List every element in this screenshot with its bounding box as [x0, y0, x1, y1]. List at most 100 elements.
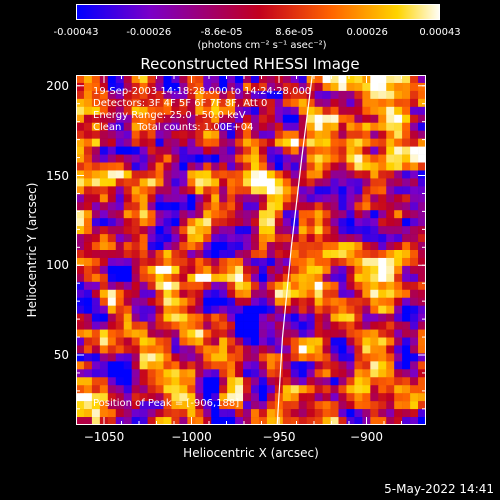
heatmap-cell — [306, 289, 315, 299]
heatmap-cell — [362, 377, 371, 386]
heatmap-cell — [274, 90, 284, 100]
heatmap-cell — [203, 393, 212, 402]
heatmap-cell — [394, 130, 403, 139]
heatmap-cell — [338, 122, 347, 131]
heatmap-cell — [139, 393, 148, 402]
heatmap-cell — [266, 385, 276, 394]
heatmap-cell — [227, 226, 236, 235]
heatmap-cell — [171, 321, 180, 330]
heatmap-cell — [115, 98, 125, 108]
heatmap-plot — [76, 75, 426, 425]
heatmap-cell — [298, 417, 307, 425]
heatmap-cell — [378, 289, 387, 299]
heatmap-cell — [171, 106, 180, 116]
heatmap-cell — [76, 114, 85, 124]
heatmap-cell — [290, 194, 300, 203]
heatmap-cell — [91, 210, 101, 219]
heatmap-cell — [322, 202, 331, 211]
heatmap-cell — [155, 170, 164, 179]
heatmap-cell — [139, 106, 148, 116]
heatmap-cell — [354, 178, 363, 187]
heatmap-cell — [131, 234, 140, 243]
heatmap-cell — [290, 82, 300, 92]
heatmap-cell — [123, 226, 132, 235]
heatmap-cell — [115, 242, 125, 251]
heatmap-cell — [83, 162, 93, 171]
heatmap-cell — [282, 202, 292, 211]
heatmap-cell — [211, 98, 220, 108]
detectors-text: Detectors: 3F 4F 5F 6F 7F 8F, Att 0 — [93, 98, 268, 109]
heatmap-cell — [330, 210, 339, 219]
heatmap-cell — [179, 242, 188, 251]
heatmap-cell — [402, 194, 411, 203]
heatmap-cell — [179, 353, 188, 362]
heatmap-cell — [139, 114, 148, 124]
heatmap-cell — [322, 281, 331, 291]
heatmap-cell — [179, 122, 188, 131]
heatmap-cell — [131, 250, 140, 259]
heatmap-cell — [171, 273, 180, 283]
heatmap-cell — [243, 194, 252, 203]
heatmap-cell — [290, 178, 300, 187]
heatmap-cell — [251, 98, 260, 108]
heatmap-cell — [131, 353, 140, 362]
colorbar-tick-label: 8.6e-05 — [275, 27, 314, 38]
heatmap-cell — [394, 385, 403, 394]
heatmap-cell — [203, 98, 212, 108]
heatmap-cell — [83, 321, 93, 330]
heatmap-cell — [258, 337, 268, 346]
heatmap-cell — [99, 154, 109, 163]
heatmap-cell — [227, 218, 236, 227]
heatmap-cell — [330, 329, 339, 338]
heatmap-cell — [91, 297, 101, 306]
heatmap-cell — [107, 385, 117, 394]
heatmap-cell — [418, 401, 426, 410]
heatmap-cell — [251, 75, 260, 84]
heatmap-cell — [346, 385, 355, 394]
heatmap-cell — [274, 265, 284, 275]
heatmap-cell — [322, 194, 331, 203]
heatmap-cell — [83, 170, 93, 179]
heatmap-cell — [99, 345, 109, 354]
heatmap-cell — [107, 353, 117, 362]
heatmap-cell — [362, 194, 371, 203]
heatmap-cell — [402, 250, 411, 259]
heatmap-cell — [386, 321, 395, 330]
heatmap-cell — [306, 265, 315, 275]
heatmap-cell — [370, 234, 379, 243]
heatmap-cell — [83, 122, 93, 131]
heatmap-cell — [378, 114, 387, 124]
heatmap-cell — [76, 242, 85, 251]
heatmap-cell — [354, 257, 363, 267]
heatmap-cell — [402, 226, 411, 235]
heatmap-cell — [266, 130, 276, 139]
heatmap-cell — [179, 337, 188, 346]
heatmap-cell — [251, 178, 260, 187]
heatmap-cell — [314, 265, 323, 275]
heatmap-cell — [187, 353, 196, 362]
heatmap-cell — [235, 257, 244, 267]
heatmap-cell — [147, 75, 156, 84]
heatmap-cell — [235, 226, 244, 235]
heatmap-cell — [402, 257, 411, 267]
heatmap-cell — [195, 186, 204, 195]
heatmap-cell — [235, 82, 244, 92]
heatmap-cell — [107, 218, 117, 227]
heatmap-cell — [402, 369, 411, 378]
heatmap-cell — [211, 234, 220, 243]
heatmap-cell — [362, 345, 371, 354]
heatmap-cell — [386, 82, 395, 92]
heatmap-cell — [306, 122, 315, 131]
heatmap-cell — [163, 281, 172, 291]
heatmap-cell — [203, 250, 212, 259]
heatmap-cell — [330, 265, 339, 275]
heatmap-cell — [354, 385, 363, 394]
heatmap-cell — [171, 218, 180, 227]
heatmap-cell — [131, 417, 140, 425]
heatmap-cell — [258, 210, 268, 219]
heatmap-cell — [76, 337, 85, 346]
heatmap-cell — [163, 273, 172, 283]
heatmap-cell — [163, 202, 172, 211]
heatmap-cell — [290, 361, 300, 370]
heatmap-cell — [290, 114, 300, 124]
